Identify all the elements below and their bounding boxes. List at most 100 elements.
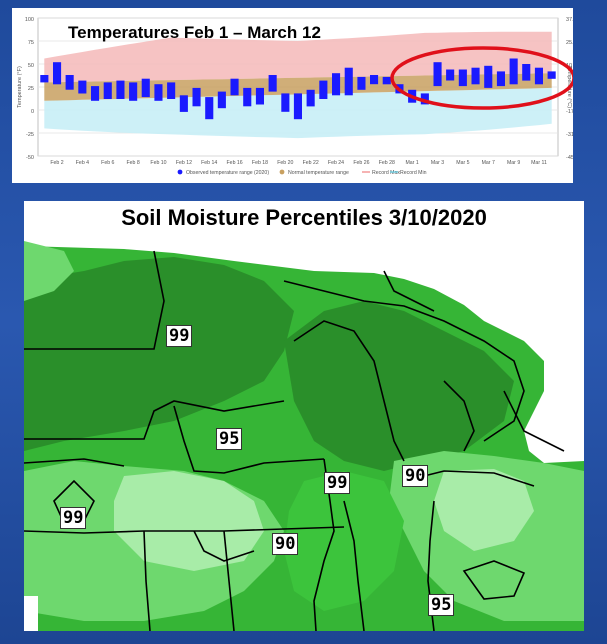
- x-tick-label: Mar 7: [482, 160, 495, 166]
- observed-temp-bar: [217, 91, 226, 109]
- x-tick-label: Feb 10: [150, 160, 166, 166]
- observed-temp-bar: [268, 75, 277, 92]
- x-tick-label: Feb 6: [101, 160, 114, 166]
- soil-moisture-map: [24, 241, 584, 631]
- x-tick-label: Mar 9: [507, 160, 520, 166]
- x-tick-label: Feb 28: [379, 160, 395, 166]
- observed-temp-bar: [53, 62, 62, 85]
- y-tick-label: 25: [28, 86, 34, 92]
- observed-temp-bar: [255, 87, 264, 105]
- observed-temp-bar: [243, 87, 252, 107]
- map-white-southwest: [24, 596, 38, 631]
- x-tick-label: Mar 11: [531, 160, 547, 166]
- legend-label: Normal temperature range: [288, 170, 349, 176]
- x-tick-label: Feb 24: [328, 160, 344, 166]
- observed-temp-bar: [167, 82, 176, 99]
- observed-temp-bar: [344, 67, 353, 96]
- map-white-east: [524, 361, 584, 463]
- map-region-high-michigan: [284, 301, 514, 471]
- soil-moisture-map-panel: Soil Moisture Percentiles 3/10/2020: [24, 201, 584, 631]
- observed-temp-bar: [382, 76, 391, 85]
- y2-tick-label: 25.9: [566, 40, 573, 46]
- observed-temp-bar: [116, 80, 125, 99]
- observed-temp-bar: [458, 69, 467, 87]
- record-max-band: [44, 31, 552, 83]
- y-tick-label: 0: [31, 109, 34, 115]
- x-tick-label: Feb 12: [176, 160, 192, 166]
- y-tick-label: -25: [26, 132, 34, 138]
- observed-temp-bar: [534, 67, 543, 85]
- map-white-top: [24, 241, 584, 361]
- percentile-label-95-north: 95: [216, 428, 243, 450]
- observed-temp-bar: [192, 87, 201, 107]
- x-tick-label: Feb 2: [50, 160, 63, 166]
- x-tick-label: Mar 3: [431, 160, 444, 166]
- observed-temp-bar: [420, 93, 429, 105]
- observed-temp-bar: [103, 82, 112, 99]
- observed-temp-bar: [205, 97, 214, 120]
- map-region-mid-central: [284, 471, 404, 611]
- x-tick-label: Mar 1: [405, 160, 418, 166]
- map-region-pale-central: [114, 471, 264, 571]
- y-tick-label: 50: [28, 63, 34, 69]
- x-tick-label: Feb 26: [353, 160, 369, 166]
- y2-tick-label: -31.7: [566, 132, 573, 138]
- observed-temp-bar: [281, 93, 290, 112]
- percentile-label-99-central: 99: [324, 472, 351, 494]
- observed-temp-bar: [230, 78, 239, 96]
- x-tick-label: Feb 18: [252, 160, 268, 166]
- observed-temp-bar: [370, 75, 379, 85]
- highlight-ellipse: [390, 46, 573, 110]
- percentile-label-99-west: 99: [166, 325, 193, 347]
- observed-temp-bar: [471, 67, 480, 85]
- observed-temp-bar: [484, 65, 493, 88]
- y2-tick-label: 37.8: [566, 17, 573, 23]
- temperature-chart: 10037.87525.9501025-3.90-17.8-25-31.7-50…: [17, 17, 573, 176]
- y-tick-label: 75: [28, 40, 34, 46]
- observed-temp-bar: [522, 64, 531, 81]
- observed-temp-bar: [446, 69, 455, 81]
- observed-temp-bar: [332, 73, 341, 96]
- x-tick-label: Feb 14: [201, 160, 217, 166]
- y-tick-label: 100: [25, 17, 34, 23]
- legend-marker: [177, 169, 183, 175]
- x-tick-label: Feb 22: [303, 160, 319, 166]
- x-tick-label: Mar 5: [456, 160, 469, 166]
- x-tick-label: Feb 8: [126, 160, 139, 166]
- observed-temp-bar: [65, 75, 74, 90]
- map-region-pale-east: [434, 469, 534, 551]
- x-tick-label: Feb 20: [277, 160, 293, 166]
- legend-marker: [279, 169, 285, 175]
- percentile-label-90-south: 90: [272, 533, 299, 555]
- observed-temp-bar: [547, 71, 556, 79]
- y2-tick-label: -45.6: [566, 155, 573, 161]
- observed-temp-bar: [40, 75, 49, 83]
- observed-temp-bar: [129, 82, 138, 101]
- chart-title: Temperatures Feb 1 – March 12: [68, 23, 321, 42]
- map-title: Soil Moisture Percentiles 3/10/2020: [121, 205, 487, 230]
- temperature-chart-panel: 10037.87525.9501025-3.90-17.8-25-31.7-50…: [12, 8, 573, 183]
- observed-temp-bar: [78, 80, 87, 94]
- x-tick-label: Feb 4: [76, 160, 89, 166]
- x-tick-label: Feb 16: [227, 160, 243, 166]
- y2-tick-label: -17.8: [566, 109, 573, 115]
- observed-temp-bar: [433, 62, 442, 87]
- observed-temp-bar: [306, 89, 315, 107]
- observed-temp-bar: [319, 80, 328, 99]
- observed-temp-bar: [91, 86, 100, 101]
- observed-temp-bar: [293, 93, 302, 120]
- percentile-label-99-southwest: 99: [60, 507, 87, 529]
- map-region-light-northwest: [24, 241, 74, 301]
- observed-temp-bar: [154, 84, 163, 101]
- observed-temp-bar: [357, 76, 366, 90]
- legend-label: Record Max: [372, 170, 400, 176]
- observed-temp-bar: [509, 58, 518, 85]
- legend-label: Record Min: [400, 170, 427, 176]
- legend-label: Observed temperature range (2020): [186, 170, 269, 176]
- percentile-label-95-southeast: 95: [428, 594, 455, 616]
- y-tick-label: -50: [26, 155, 34, 161]
- observed-temp-bar: [141, 78, 150, 98]
- map-region-high-west: [24, 257, 294, 451]
- percentile-label-90-east: 90: [402, 465, 429, 487]
- y-axis-label: Temperature (°F): [17, 66, 23, 108]
